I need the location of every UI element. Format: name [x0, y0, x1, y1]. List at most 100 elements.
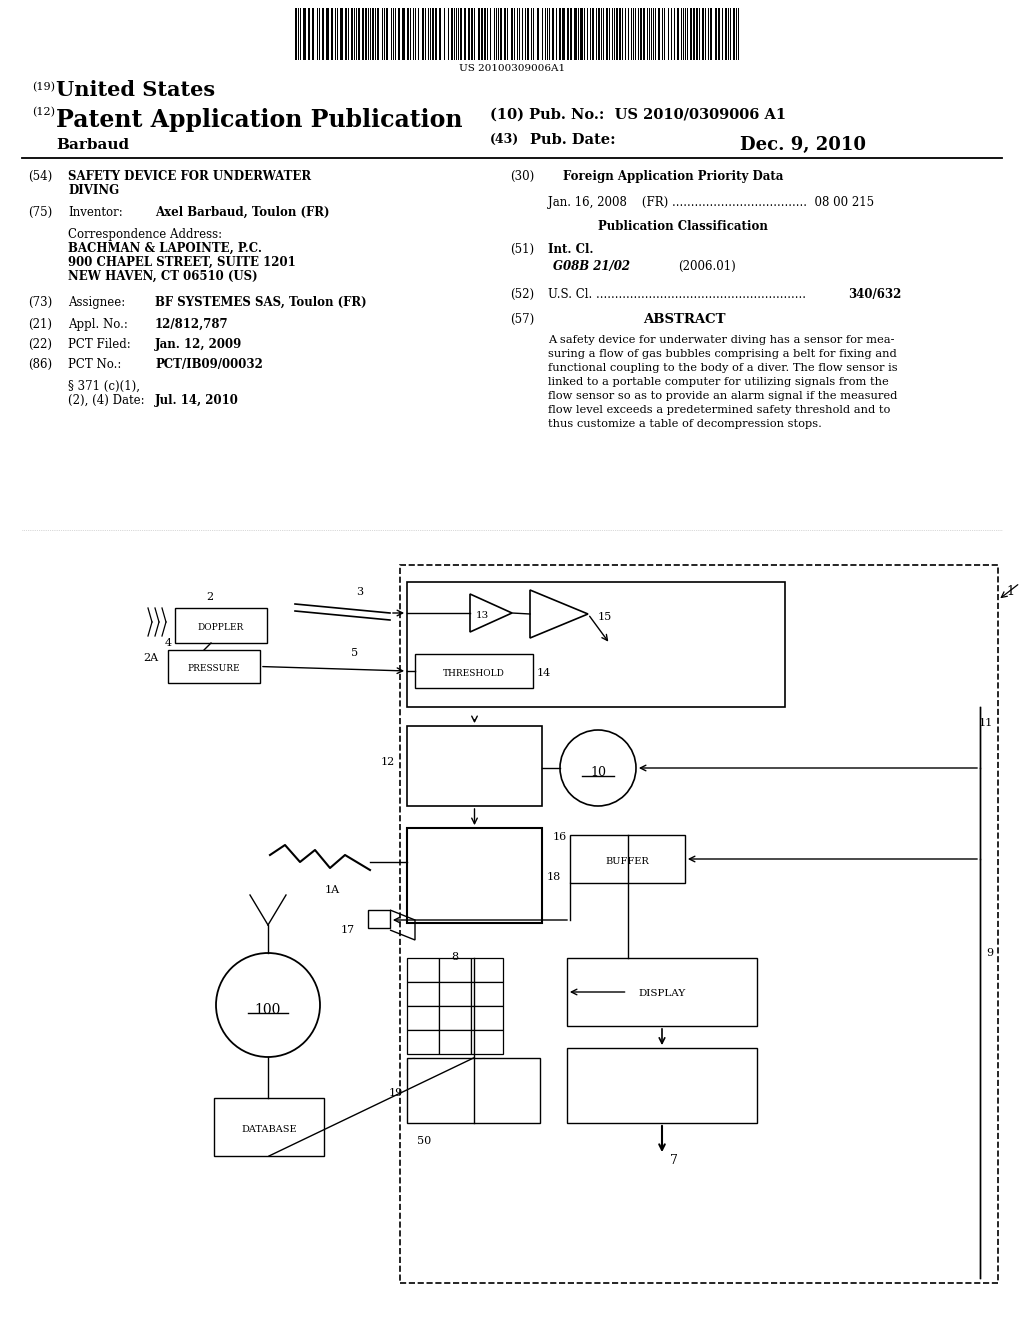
Bar: [340, 8, 343, 59]
Bar: [435, 8, 437, 59]
Bar: [696, 8, 698, 59]
Bar: [398, 8, 400, 59]
Text: Correspondence Address:: Correspondence Address:: [68, 228, 222, 242]
Text: DATABASE: DATABASE: [242, 1125, 297, 1134]
Text: suring a flow of gas bubbles comprising a belt for fixing and: suring a flow of gas bubbles comprising …: [548, 348, 897, 359]
Text: Patent Application Publication: Patent Application Publication: [56, 108, 463, 132]
Text: 4: 4: [165, 638, 172, 648]
Text: U.S. Cl. ........................................................: U.S. Cl. ...............................…: [548, 288, 806, 301]
Bar: [718, 8, 720, 59]
Bar: [422, 8, 424, 59]
Bar: [562, 8, 565, 59]
Text: Pub. Date:: Pub. Date:: [530, 133, 615, 147]
Bar: [640, 8, 642, 59]
Text: G08B 21/02: G08B 21/02: [553, 260, 630, 273]
Text: 1: 1: [1006, 585, 1014, 598]
Text: 12: 12: [381, 756, 395, 767]
Bar: [351, 8, 353, 59]
Text: Dec. 9, 2010: Dec. 9, 2010: [740, 136, 866, 154]
Text: linked to a portable computer for utilizing signals from the: linked to a portable computer for utiliz…: [548, 378, 889, 387]
Bar: [407, 982, 439, 1006]
Text: Foreign Application Priority Data: Foreign Application Priority Data: [563, 170, 783, 183]
Text: 19: 19: [389, 1088, 403, 1097]
Bar: [693, 8, 695, 59]
Text: 2: 2: [207, 591, 214, 602]
Bar: [500, 8, 502, 59]
Text: (2), (4) Date:: (2), (4) Date:: [68, 393, 144, 407]
Text: 17: 17: [341, 925, 355, 935]
Text: (12): (12): [32, 107, 55, 117]
Bar: [386, 8, 388, 59]
Text: (57): (57): [510, 313, 535, 326]
Text: 100: 100: [255, 1003, 282, 1016]
Bar: [598, 8, 600, 59]
Bar: [214, 1098, 324, 1156]
Text: (86): (86): [28, 358, 52, 371]
Bar: [407, 1006, 439, 1030]
Bar: [559, 8, 561, 59]
Bar: [471, 958, 503, 982]
Bar: [303, 8, 306, 59]
Text: 13: 13: [475, 611, 488, 620]
Bar: [439, 1006, 471, 1030]
Bar: [484, 8, 486, 59]
Text: 5: 5: [351, 648, 358, 657]
Bar: [439, 958, 471, 982]
Bar: [372, 8, 374, 59]
Text: (10) Pub. No.:  US 2010/0309006 A1: (10) Pub. No.: US 2010/0309006 A1: [490, 108, 786, 121]
Text: PCT/IB09/00032: PCT/IB09/00032: [155, 358, 263, 371]
Bar: [439, 1030, 471, 1053]
Text: US 20100309006A1: US 20100309006A1: [459, 63, 565, 73]
Text: (73): (73): [28, 296, 52, 309]
Text: Int. Cl.: Int. Cl.: [548, 243, 594, 256]
Bar: [471, 982, 503, 1006]
Bar: [471, 1030, 503, 1053]
Text: Jan. 16, 2008    (FR) ....................................  08 00 215: Jan. 16, 2008 (FR) .....................…: [548, 195, 874, 209]
Bar: [400, 565, 998, 1283]
Bar: [402, 8, 406, 59]
Text: Axel Barbaud, Toulon (FR): Axel Barbaud, Toulon (FR): [155, 206, 330, 219]
Text: PCT Filed:: PCT Filed:: [68, 338, 131, 351]
Text: 900 CHAPEL STREET, SUITE 1201: 900 CHAPEL STREET, SUITE 1201: [68, 256, 296, 269]
Text: 18: 18: [547, 873, 561, 883]
Text: BACHMAN & LAPOINTE, P.C.: BACHMAN & LAPOINTE, P.C.: [68, 242, 262, 255]
Bar: [643, 8, 645, 59]
Bar: [580, 8, 583, 59]
Bar: [504, 8, 506, 59]
Text: SAFETY DEVICE FOR UNDERWATER: SAFETY DEVICE FOR UNDERWATER: [68, 170, 311, 183]
Bar: [567, 1048, 757, 1123]
Text: 16: 16: [553, 832, 567, 842]
Bar: [464, 8, 466, 59]
Bar: [471, 8, 473, 59]
Bar: [312, 8, 314, 59]
Bar: [552, 8, 554, 59]
Bar: [481, 8, 483, 59]
Bar: [326, 8, 329, 59]
Text: (30): (30): [510, 170, 535, 183]
Bar: [322, 8, 324, 59]
Text: Appl. No.:: Appl. No.:: [68, 318, 128, 331]
Bar: [570, 8, 572, 59]
Text: 8: 8: [452, 952, 459, 962]
Text: 14: 14: [537, 668, 551, 678]
Bar: [365, 8, 367, 59]
Text: DOPPLER: DOPPLER: [198, 623, 244, 632]
Text: NEW HAVEN, CT 06510 (US): NEW HAVEN, CT 06510 (US): [68, 271, 258, 282]
Bar: [368, 909, 390, 928]
Bar: [168, 649, 260, 682]
Bar: [658, 8, 660, 59]
Bar: [308, 8, 310, 59]
Text: functional coupling to the body of a diver. The flow sensor is: functional coupling to the body of a div…: [548, 363, 898, 374]
Bar: [460, 8, 462, 59]
Bar: [527, 8, 529, 59]
Text: 1A: 1A: [325, 884, 340, 895]
Text: 3: 3: [356, 587, 364, 597]
Text: Assignee:: Assignee:: [68, 296, 125, 309]
Bar: [574, 8, 577, 59]
Text: 12/812,787: 12/812,787: [155, 318, 228, 331]
Bar: [362, 8, 364, 59]
Text: ABSTRACT: ABSTRACT: [643, 313, 725, 326]
Text: (52): (52): [510, 288, 535, 301]
Bar: [415, 653, 534, 688]
Text: (21): (21): [28, 318, 52, 331]
